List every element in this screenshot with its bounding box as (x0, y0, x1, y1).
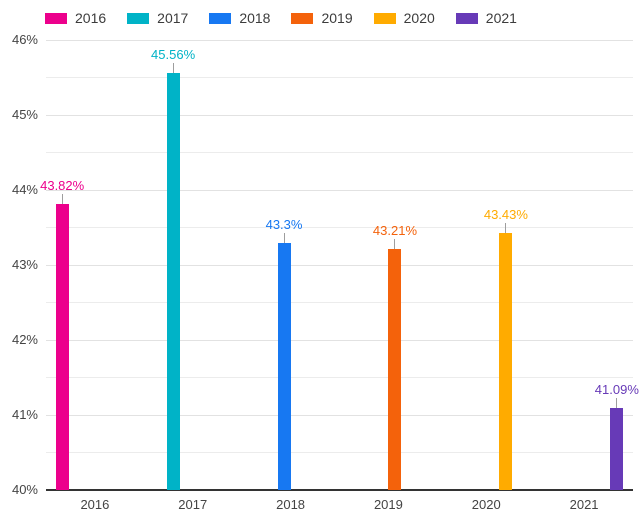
minor-gridline (46, 452, 633, 453)
minor-gridline (46, 77, 633, 78)
annotation-stem (172, 63, 174, 73)
legend-item-2019[interactable]: 2019 (291, 10, 353, 26)
major-gridline (46, 39, 633, 41)
bar-2021[interactable] (610, 408, 624, 490)
minor-gridline (46, 227, 633, 228)
bar-2016[interactable] (55, 203, 69, 490)
legend-label: 2017 (157, 10, 189, 26)
bar-2017[interactable] (166, 73, 180, 490)
legend-label: 2019 (321, 10, 353, 26)
major-gridline (46, 264, 633, 266)
value-label-2016: 43.82% (40, 177, 85, 193)
minor-gridline (46, 152, 633, 153)
annotation-stem (505, 222, 507, 233)
value-label-2020: 43.43% (483, 206, 528, 222)
y-tick-label: 41% (11, 407, 38, 422)
legend-item-2018[interactable]: 2018 (209, 11, 270, 25)
minor-gridline (46, 302, 633, 303)
x-tick-label: 2021 (569, 497, 599, 512)
major-gridline (46, 189, 633, 191)
legend-label: 2018 (239, 10, 271, 26)
legend-item-2017[interactable]: 2017 (127, 11, 188, 25)
annotation-stem (61, 193, 63, 204)
legend-item-2020[interactable]: 2020 (373, 10, 435, 26)
annotation-stem (616, 398, 618, 409)
legend-swatch-2021 (455, 12, 478, 24)
x-axis-line (46, 489, 633, 491)
legend-swatch-2016 (45, 12, 67, 24)
y-tick-label: 40% (11, 482, 38, 497)
major-gridline (46, 339, 633, 341)
legend-swatch-2018 (209, 12, 232, 24)
x-tick-label: 2019 (373, 497, 403, 512)
legend-swatch-2019 (291, 12, 314, 24)
legend-item-2016[interactable]: 2016 (45, 11, 106, 25)
y-tick-label: 46% (11, 32, 38, 47)
y-tick-label: 45% (11, 107, 38, 122)
legend-label: 2016 (75, 10, 107, 26)
y-tick-label: 43% (11, 257, 38, 272)
bar-2019[interactable] (388, 249, 402, 490)
x-tick-label: 2018 (276, 497, 306, 512)
legend-swatch-2020 (373, 12, 396, 24)
annotation-stem (283, 232, 285, 243)
legend-swatch-2017 (127, 12, 150, 24)
x-tick-label: 2016 (80, 497, 110, 512)
bar-2018[interactable] (277, 242, 291, 490)
legend-item-2021[interactable]: 2021 (455, 10, 517, 26)
chart-legend: 2016 2017 2018 2019 2020 2021 (45, 6, 538, 30)
y-tick-label: 44% (11, 182, 38, 197)
value-label-2017: 45.56% (151, 47, 196, 62)
y-tick-label: 42% (11, 332, 38, 347)
value-label-2018: 43.3% (265, 216, 303, 232)
legend-label: 2020 (403, 10, 435, 26)
value-label-2021: 41.09% (594, 382, 639, 398)
x-tick-label: 2017 (178, 497, 208, 512)
legend-label: 2021 (485, 10, 517, 26)
major-gridline (46, 414, 633, 416)
minor-gridline (46, 377, 633, 378)
x-tick-label: 2020 (471, 497, 501, 512)
major-gridline (46, 114, 633, 116)
value-label-2019: 43.21% (372, 223, 417, 239)
annotation-stem (394, 239, 396, 250)
bar-2020[interactable] (499, 232, 513, 490)
